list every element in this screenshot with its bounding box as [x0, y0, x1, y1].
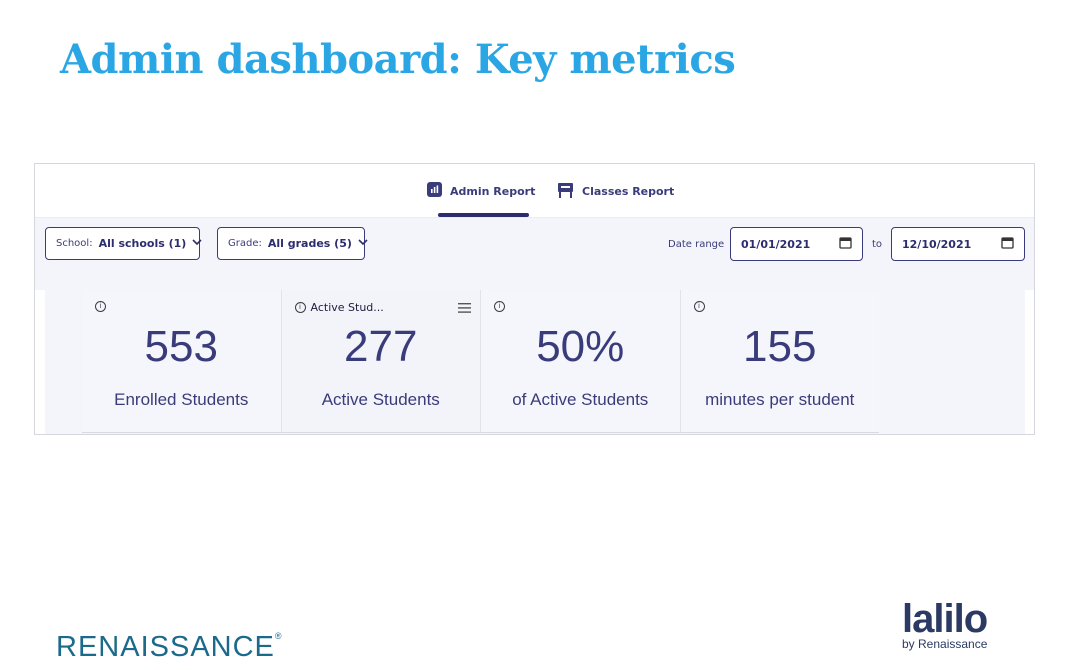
metric-card-header: i: [693, 301, 710, 312]
renaissance-logo: RENAISSANCE®: [56, 631, 283, 664]
tab-classes-report[interactable]: Classes Report: [557, 182, 674, 201]
report-tab-bar: Admin Report Classes Report: [35, 164, 1034, 218]
registered-mark: ®: [274, 631, 283, 641]
filter-bar: School: All schools (1) Grade: All grade…: [35, 218, 1034, 290]
metric-cards: i 553 Enrolled Students i Active Stud...: [82, 290, 879, 434]
info-icon[interactable]: i: [95, 301, 106, 312]
metrics-panel: i 553 Enrolled Students i Active Stud...: [45, 290, 1025, 434]
metric-card-enrolled: i 553 Enrolled Students: [82, 290, 282, 433]
metric-caption: of Active Students: [512, 390, 649, 409]
date-to-label: to: [872, 239, 883, 250]
metric-card-active: i Active Stud... 277 Active Students: [281, 290, 481, 433]
desk-icon: [557, 182, 574, 201]
metric-card-minutes: i 155 minutes per student: [680, 290, 879, 433]
hamburger-menu-icon[interactable]: [458, 298, 471, 317]
date-from-input[interactable]: 01/01/2021: [730, 227, 863, 261]
metric-value: 155: [743, 322, 817, 371]
metric-card-header: i: [494, 301, 510, 312]
date-to-input[interactable]: 12/10/2021: [891, 227, 1025, 261]
lalilo-wordmark: lalilo: [902, 597, 988, 641]
tab-classes-report-label: Classes Report: [582, 185, 675, 198]
grade-select-label: Grade:: [228, 238, 262, 249]
school-select-value: All schools (1): [98, 237, 187, 250]
date-from-value: 01/01/2021: [741, 237, 811, 251]
metric-caption: Active Students: [321, 390, 440, 409]
date-range-label: Date range: [668, 239, 725, 250]
metric-card-header: i: [95, 301, 111, 312]
metric-card-percent-active: i 50% of Active Students: [481, 290, 681, 433]
calendar-icon[interactable]: [839, 236, 852, 252]
metric-card-header: i Active Stud...: [294, 301, 384, 314]
metric-caption: Enrolled Students: [114, 390, 249, 409]
metric-value: 50%: [536, 322, 625, 371]
metric-value: 553: [144, 322, 218, 371]
grade-select[interactable]: Grade: All grades (5): [217, 227, 368, 260]
renaissance-wordmark: RENAISSANCE: [56, 631, 275, 663]
grade-select-value: All grades (5): [267, 237, 352, 250]
active-tab-indicator: [438, 213, 529, 217]
chevron-down-icon: [358, 238, 368, 249]
tab-admin-report[interactable]: Admin Report: [427, 182, 535, 200]
calendar-icon[interactable]: [1001, 236, 1014, 252]
info-icon[interactable]: i: [494, 301, 505, 312]
info-icon[interactable]: i: [693, 301, 705, 312]
metric-card-header-label: Active Stud...: [310, 301, 384, 314]
school-select-label: School:: [56, 238, 93, 249]
date-to-value: 12/10/2021: [902, 237, 972, 251]
info-icon[interactable]: i: [294, 302, 306, 313]
slide-title: Admin dashboard: Key metrics: [60, 36, 736, 83]
lalilo-logo: lalilo by Renaissance: [902, 598, 1012, 660]
bar-chart-icon: [427, 182, 442, 200]
chevron-down-icon: [192, 238, 202, 249]
metric-value: 277: [344, 322, 418, 371]
tab-admin-report-label: Admin Report: [450, 184, 536, 198]
metric-caption: minutes per student: [705, 390, 855, 409]
school-select[interactable]: School: All schools (1): [45, 227, 202, 260]
admin-report-screenshot: Admin Report Classes Report School: All …: [34, 163, 1035, 435]
lalilo-byline: by Renaissance: [902, 637, 988, 651]
